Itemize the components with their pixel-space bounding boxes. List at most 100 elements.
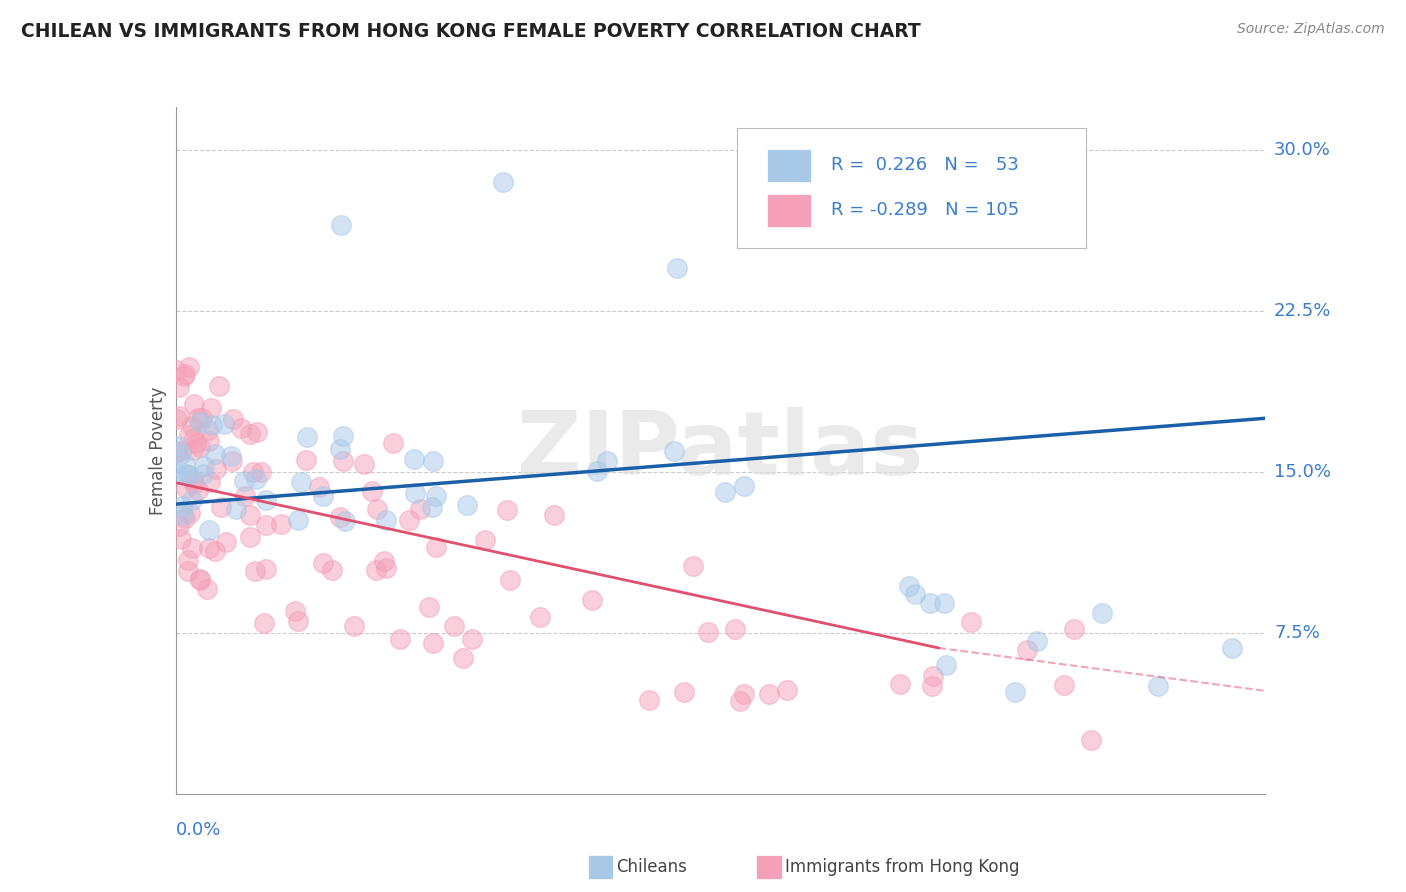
Point (188, 573, 211, 587)
Point (1080, 732, 1102, 747)
Point (451, 651, 474, 665)
Point (166, 467, 188, 481)
Point (169, 444, 191, 458)
Point (242, 466, 264, 480)
Point (174, 481, 197, 495)
Point (187, 483, 209, 497)
FancyBboxPatch shape (768, 149, 811, 182)
Point (246, 425, 269, 439)
Point (239, 530, 262, 544)
Point (461, 632, 484, 646)
Point (1053, 678, 1076, 692)
Point (381, 435, 404, 450)
Point (254, 562, 277, 576)
Point (724, 623, 747, 637)
Point (195, 582, 218, 596)
Point (180, 419, 202, 434)
Point (177, 467, 200, 482)
Point (239, 508, 262, 522)
Point (1004, 685, 1026, 699)
Text: 0.0%: 0.0% (176, 822, 221, 839)
Point (193, 459, 215, 474)
Point (1063, 623, 1085, 637)
Point (167, 519, 190, 533)
Point (215, 534, 238, 549)
Point (329, 442, 352, 456)
Point (492, 175, 515, 189)
Text: 15.0%: 15.0% (1274, 463, 1331, 481)
Point (474, 533, 496, 547)
Text: R =  0.226   N =   53: R = 0.226 N = 53 (831, 156, 1018, 175)
Point (638, 693, 661, 707)
Point (177, 428, 200, 442)
Point (176, 564, 198, 578)
Point (922, 669, 945, 683)
Point (170, 532, 193, 546)
Point (443, 618, 465, 632)
Text: 7.5%: 7.5% (1274, 624, 1320, 642)
Point (664, 443, 686, 458)
Point (165, 363, 187, 377)
Point (402, 452, 425, 467)
Point (333, 514, 356, 528)
Point (188, 416, 211, 430)
Point (1147, 679, 1170, 693)
Point (332, 429, 354, 443)
Point (183, 431, 205, 445)
Point (200, 475, 222, 490)
Point (418, 600, 440, 615)
Point (758, 687, 780, 701)
Point (190, 411, 212, 425)
Point (389, 632, 412, 647)
Point (1220, 640, 1243, 655)
Point (205, 462, 228, 476)
FancyBboxPatch shape (737, 128, 1085, 248)
Point (167, 409, 190, 423)
Point (409, 502, 432, 516)
Point (201, 417, 224, 432)
Point (250, 466, 273, 480)
Text: Chileans: Chileans (616, 858, 686, 876)
Point (222, 411, 245, 425)
Point (239, 427, 262, 442)
Point (172, 508, 194, 522)
Point (173, 369, 195, 384)
Point (174, 458, 197, 472)
Point (308, 480, 330, 494)
Point (904, 587, 927, 601)
Point (166, 445, 188, 459)
Point (1015, 643, 1038, 657)
Point (174, 367, 197, 381)
Point (366, 563, 388, 577)
Point (169, 380, 191, 394)
Point (374, 561, 396, 575)
Point (1091, 606, 1114, 620)
Point (499, 573, 522, 587)
Point (209, 500, 232, 515)
Point (422, 454, 444, 468)
Point (595, 454, 617, 468)
Point (183, 476, 205, 491)
Point (287, 513, 309, 527)
Point (295, 430, 318, 444)
Point (225, 501, 247, 516)
Point (243, 564, 266, 578)
Point (932, 596, 955, 610)
Point (422, 636, 444, 650)
Point (1025, 634, 1047, 648)
Point (889, 677, 911, 691)
Point (697, 624, 720, 639)
Point (898, 579, 921, 593)
Text: R = -0.289   N = 105: R = -0.289 N = 105 (831, 201, 1019, 219)
Point (177, 552, 200, 566)
Point (672, 685, 695, 699)
Point (181, 541, 204, 555)
Point (353, 457, 375, 471)
Point (330, 218, 353, 232)
Point (254, 518, 277, 533)
Point (166, 439, 188, 453)
Point (343, 619, 366, 633)
Point (398, 513, 420, 527)
Point (270, 517, 292, 532)
Point (181, 473, 204, 487)
